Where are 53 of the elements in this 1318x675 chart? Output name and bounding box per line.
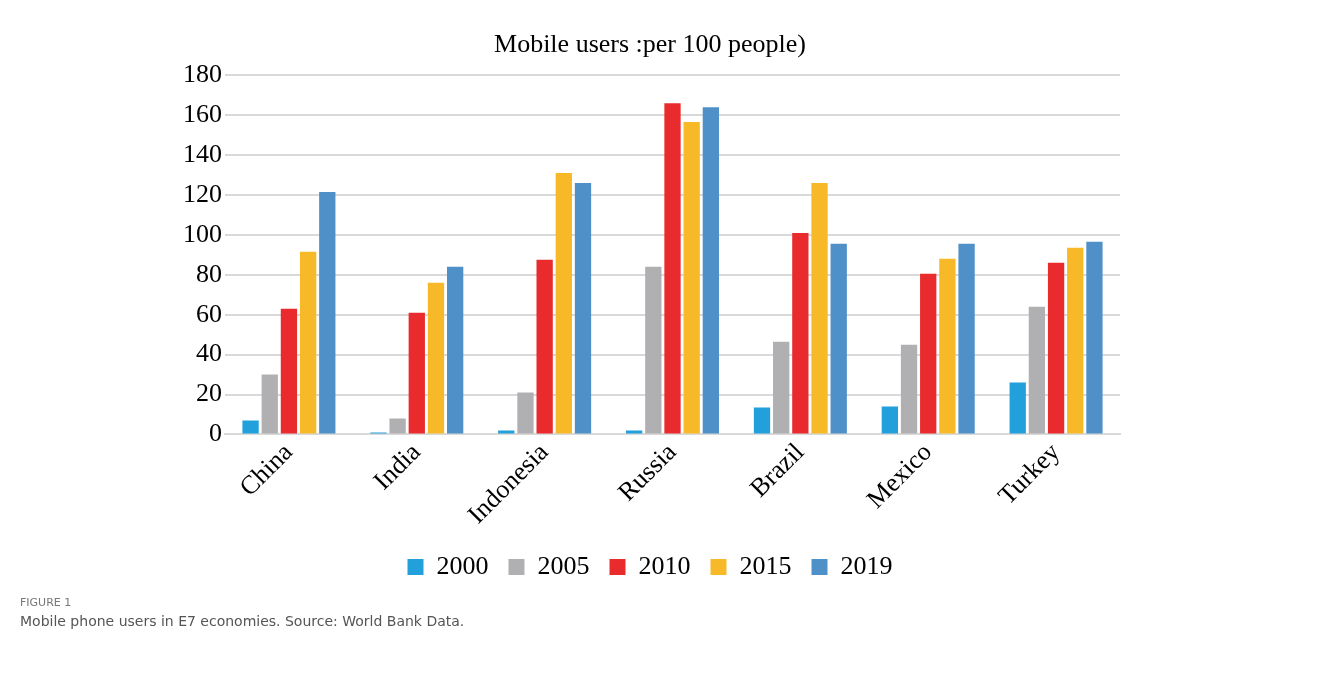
y-tick-label: 140 — [183, 138, 222, 168]
bar — [446, 266, 464, 434]
bar — [408, 312, 425, 434]
bar — [939, 258, 956, 434]
bar — [299, 251, 317, 434]
bar — [1067, 247, 1084, 434]
bar — [920, 273, 937, 434]
chart-title: Mobile users :per 100 people) — [494, 29, 806, 59]
y-tick-label: 100 — [183, 218, 222, 248]
bar — [389, 418, 406, 434]
bar — [574, 182, 592, 434]
y-tick-label: 60 — [196, 298, 222, 328]
bar — [536, 259, 553, 434]
bar — [830, 243, 847, 434]
y-tick-label: 0 — [209, 418, 222, 448]
bar — [683, 122, 700, 434]
bar — [900, 344, 918, 434]
text: Mobile phone users in E7 economies. Source: World Bank Data. — [20, 613, 465, 629]
bar — [1047, 262, 1065, 434]
caption: FIGURE 1 — [20, 596, 73, 609]
bar — [517, 392, 534, 434]
legend-label: 2000 — [436, 550, 489, 580]
bar — [625, 430, 643, 434]
legend-label: 2015 — [739, 550, 792, 580]
y-tick-label: 80 — [196, 258, 222, 288]
bar — [773, 341, 790, 434]
bar — [1009, 382, 1026, 434]
y-tick-label: 40 — [196, 338, 222, 368]
legend-label: 2010 — [638, 550, 691, 580]
bar — [753, 407, 771, 434]
y-tick-label: 180 — [183, 59, 222, 89]
bar — [498, 430, 515, 434]
bar — [645, 266, 662, 434]
bar — [881, 406, 899, 434]
legend-label: 2019 — [840, 550, 893, 580]
bar — [702, 107, 720, 434]
bar — [792, 232, 809, 434]
bar — [811, 182, 828, 434]
bar — [1028, 306, 1046, 434]
bar — [1086, 241, 1103, 434]
bar — [261, 374, 278, 434]
y-tick-label: 20 — [196, 378, 222, 408]
bar — [242, 420, 259, 434]
bar — [958, 243, 975, 434]
bar — [280, 308, 298, 434]
bar — [427, 282, 445, 434]
y-tick-label: 160 — [183, 98, 222, 128]
bar — [319, 191, 336, 434]
x-tick-label: India — [367, 436, 427, 496]
bar — [555, 173, 572, 434]
legend-label: 2005 — [537, 550, 590, 580]
bar — [664, 103, 681, 434]
y-tick-label: 120 — [183, 178, 222, 208]
